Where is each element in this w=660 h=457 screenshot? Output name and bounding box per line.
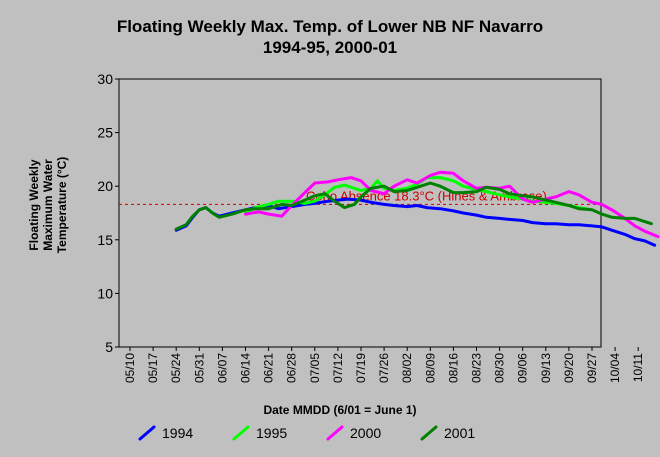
x-tick-label: 08/09	[423, 353, 437, 383]
legend-label-1995: 1995	[256, 425, 287, 441]
x-tick-label: 06/21	[262, 353, 276, 383]
x-tick-label: 05/31	[192, 353, 206, 383]
x-tick-label: 09/27	[585, 353, 599, 383]
x-tick-label: 08/23	[470, 353, 484, 383]
chart-title-line1: Floating Weekly Max. Temp. of Lower NB N…	[117, 17, 543, 36]
y-tick-label: 30	[97, 71, 113, 87]
x-tick-label: 07/26	[377, 353, 391, 383]
chart-title-line2: 1994-95, 2000-01	[263, 38, 397, 57]
x-tick-label: 10/11	[631, 353, 645, 382]
legend-swatch-1995	[232, 425, 250, 441]
x-tick-label: 06/28	[285, 353, 299, 383]
x-tick-label: 06/14	[239, 353, 253, 383]
y-axis-title-line3: Temperature (°C)	[55, 157, 69, 254]
x-axis-title: Date MMDD (6/01 = June 1)	[263, 403, 416, 417]
x-tick-label: 05/17	[146, 353, 160, 383]
x-tick-label: 08/30	[493, 353, 507, 383]
x-tick-label: 08/16	[446, 353, 460, 383]
x-tick-label: 09/13	[539, 353, 553, 383]
y-tick-label: 5	[105, 339, 113, 355]
y-tick-label: 15	[97, 232, 113, 248]
plot-area	[118, 78, 602, 348]
legend-label-2001: 2001	[444, 425, 475, 441]
y-tick-label: 10	[97, 285, 113, 301]
x-tick-label: 07/05	[308, 353, 322, 383]
y-tick-label: 25	[97, 125, 113, 141]
legend-label-2000: 2000	[350, 425, 381, 441]
x-tick-label: 07/12	[331, 353, 345, 383]
y-axis-title-line2: Maximum Water	[41, 159, 55, 251]
series-line-2000	[244, 170, 660, 239]
legend-swatch-1994	[138, 425, 156, 441]
x-tick-label: 05/24	[169, 353, 183, 383]
x-tick-label: 09/06	[516, 353, 530, 383]
x-tick-label: 05/10	[123, 353, 137, 383]
series-line-2001	[174, 181, 653, 231]
x-tick-label: 09/20	[562, 353, 576, 383]
y-axis-title: Floating Weekly Maximum Water Temperatur…	[27, 157, 69, 254]
legend-swatch-2001	[420, 425, 438, 441]
x-tick-label: 07/19	[354, 353, 368, 383]
legend-label-1994: 1994	[162, 425, 193, 441]
x-tick-label: 08/02	[400, 353, 414, 383]
legend-swatch-2000	[326, 425, 344, 441]
y-tick-label: 20	[97, 178, 113, 194]
x-tick-label: 06/07	[215, 353, 229, 383]
y-axis-title-line1: Floating Weekly	[27, 159, 41, 250]
x-tick-label: 10/04	[608, 353, 622, 383]
